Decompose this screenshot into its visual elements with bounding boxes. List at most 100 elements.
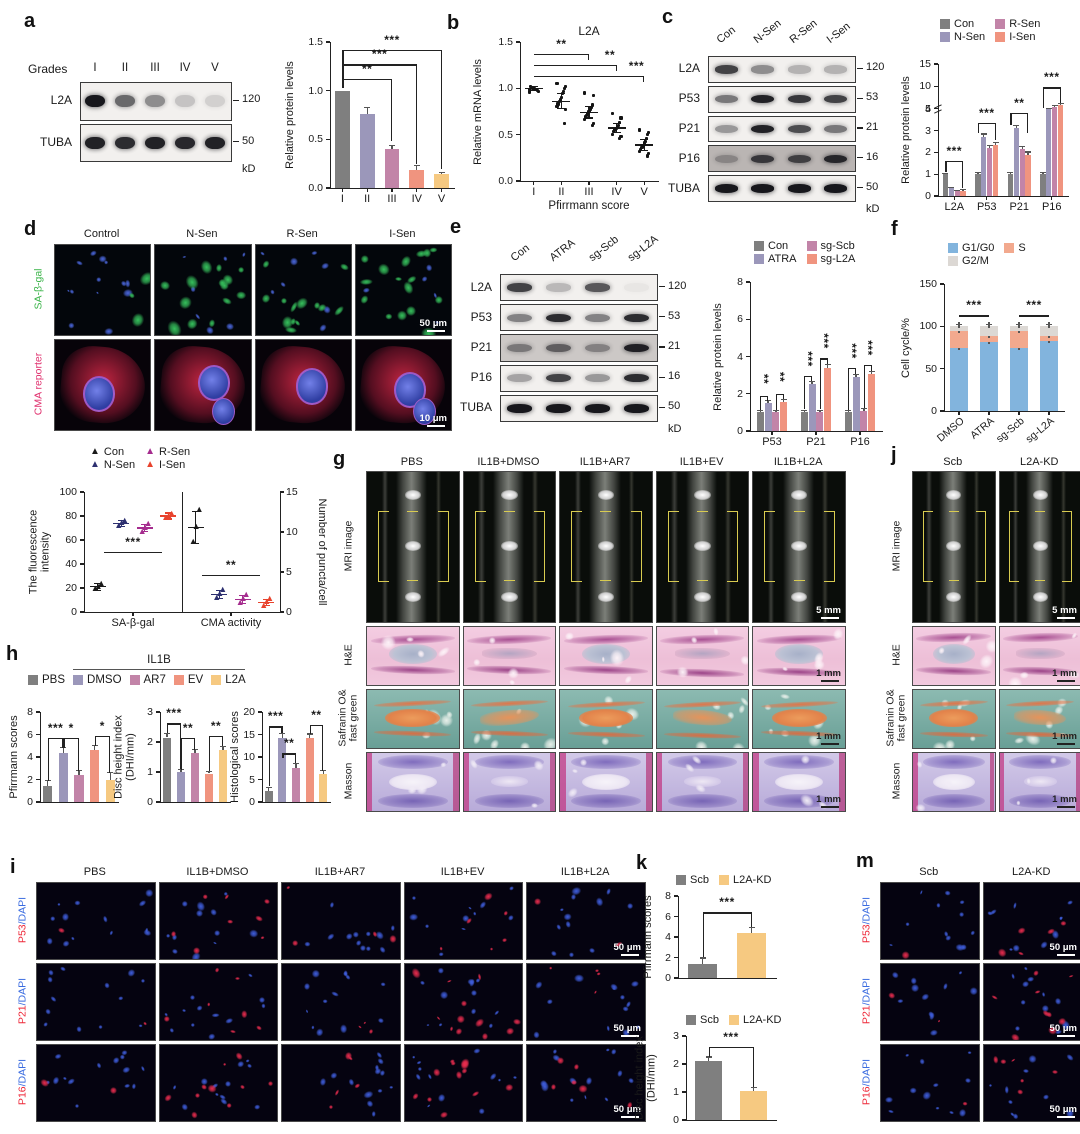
mb <box>207 1002 211 1007</box>
tri: ▲ <box>120 514 130 525</box>
mb <box>1016 1088 1024 1095</box>
pt <box>556 102 560 106</box>
mb <box>171 947 180 955</box>
mb <box>588 947 597 955</box>
xtl: P53 <box>976 201 997 213</box>
panel-k-letter: k <box>636 852 648 874</box>
mb <box>284 326 297 334</box>
mb <box>569 1097 575 1102</box>
band <box>624 343 649 353</box>
tick <box>934 108 938 110</box>
xtl: I <box>340 193 344 205</box>
sline2 <box>1057 1035 1075 1037</box>
mb <box>540 734 556 748</box>
litem: G2/M <box>948 255 994 267</box>
err <box>1015 125 1017 129</box>
mb <box>359 294 370 306</box>
err <box>164 733 170 735</box>
sline2 <box>1057 1116 1075 1118</box>
pt <box>619 116 623 120</box>
mb <box>172 1084 178 1091</box>
sline <box>819 358 822 410</box>
sbar: 5 mm <box>816 605 841 619</box>
mb <box>756 633 842 646</box>
star: ** <box>182 720 194 735</box>
mb <box>1017 950 1024 956</box>
plot <box>686 1036 777 1121</box>
bar <box>190 752 200 802</box>
bar <box>1025 154 1031 196</box>
err <box>208 771 210 774</box>
mb <box>775 773 823 791</box>
mcell <box>281 882 401 960</box>
tick <box>616 181 618 185</box>
sline <box>1010 113 1012 126</box>
tick <box>857 157 863 159</box>
mb <box>470 989 479 997</box>
bmark: 21 <box>866 121 879 133</box>
blabel: P53 <box>678 91 700 106</box>
sline2 <box>1057 954 1075 956</box>
ytl: 2 <box>925 146 931 159</box>
mb <box>1076 753 1080 811</box>
sline <box>415 64 417 165</box>
mb <box>1051 1069 1059 1075</box>
pt <box>638 149 642 153</box>
mb <box>905 921 911 927</box>
mb <box>491 776 528 787</box>
mb <box>508 885 515 892</box>
mb <box>1028 1054 1037 1063</box>
sbar: 50 μm <box>614 1023 641 1037</box>
ltxt: PBS <box>42 674 66 686</box>
mb <box>501 937 508 944</box>
pt <box>589 106 593 110</box>
mb <box>121 1048 129 1056</box>
litem: sg-L2A <box>806 253 855 265</box>
mline <box>141 523 149 525</box>
sline <box>708 1047 754 1049</box>
ltxt: L2A-KD <box>732 874 772 886</box>
mb <box>310 250 318 256</box>
star: *** <box>719 895 735 910</box>
sbar: 50 μm <box>420 318 447 332</box>
tick <box>36 756 40 758</box>
bar <box>291 768 301 802</box>
lsw <box>1004 243 1015 253</box>
mb <box>139 1024 144 1029</box>
star: *** <box>816 333 831 350</box>
mb <box>253 1103 261 1110</box>
err <box>413 165 420 167</box>
row-label-part: P53 <box>16 924 29 944</box>
tri: ▲ <box>96 578 106 589</box>
mb <box>259 251 265 257</box>
band <box>145 136 165 149</box>
ytl: 100 <box>919 320 937 333</box>
mb <box>470 699 548 709</box>
bbox <box>80 123 232 162</box>
sbar: 50 μm <box>614 942 641 956</box>
tick <box>258 733 262 736</box>
ytl: 0 <box>925 190 931 202</box>
bar <box>954 191 960 196</box>
mb <box>1068 974 1074 979</box>
mb <box>59 966 68 973</box>
err <box>1019 145 1026 148</box>
mcell <box>403 963 524 1041</box>
mb <box>497 1078 501 1083</box>
ltxt: G2/M <box>962 255 989 267</box>
tri: ▲ <box>90 583 100 594</box>
mb <box>70 936 75 942</box>
pt <box>618 136 622 140</box>
sline <box>1027 113 1029 134</box>
mcell: 50 μm <box>982 1044 1080 1122</box>
mline <box>167 513 169 519</box>
plot <box>84 492 281 613</box>
litem: L2A-KD <box>718 874 772 886</box>
star: *** <box>125 535 141 549</box>
mb <box>411 1055 417 1060</box>
mb <box>407 511 419 512</box>
mb <box>460 999 468 1007</box>
lsw <box>73 675 84 685</box>
mcell <box>281 1044 401 1122</box>
err <box>366 107 368 115</box>
